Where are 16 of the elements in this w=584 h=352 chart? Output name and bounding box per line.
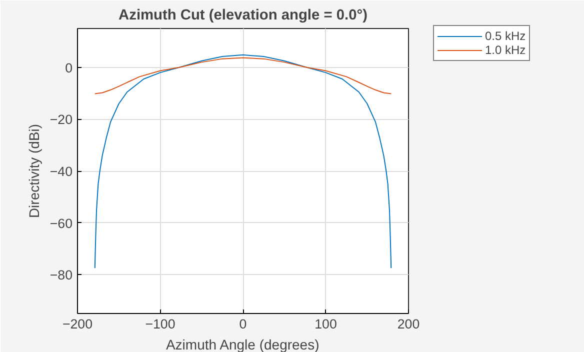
y-tick-label: −60 bbox=[50, 216, 72, 231]
y-tick-label: −20 bbox=[50, 112, 72, 128]
x-tick-label: −100 bbox=[145, 316, 176, 332]
legend-label: 0.5 kHz bbox=[485, 29, 526, 43]
x-tick-label: 0 bbox=[239, 316, 247, 332]
line-series bbox=[94, 57, 392, 94]
y-axis-title: Directivity (dBi) bbox=[26, 124, 42, 218]
y-tick-label: 0 bbox=[65, 60, 73, 76]
y-tick-label: −80 bbox=[50, 268, 72, 283]
y-tick-label: −40 bbox=[50, 164, 72, 179]
x-tick-label: 100 bbox=[314, 316, 337, 332]
chart-title: Azimuth Cut (elevation angle = 0.0°) bbox=[118, 8, 368, 24]
line-series bbox=[94, 54, 392, 269]
x-tick-label: −200 bbox=[62, 316, 93, 332]
x-tick-label: 200 bbox=[397, 316, 420, 332]
legend-label: 1.0 kHz bbox=[485, 43, 526, 57]
